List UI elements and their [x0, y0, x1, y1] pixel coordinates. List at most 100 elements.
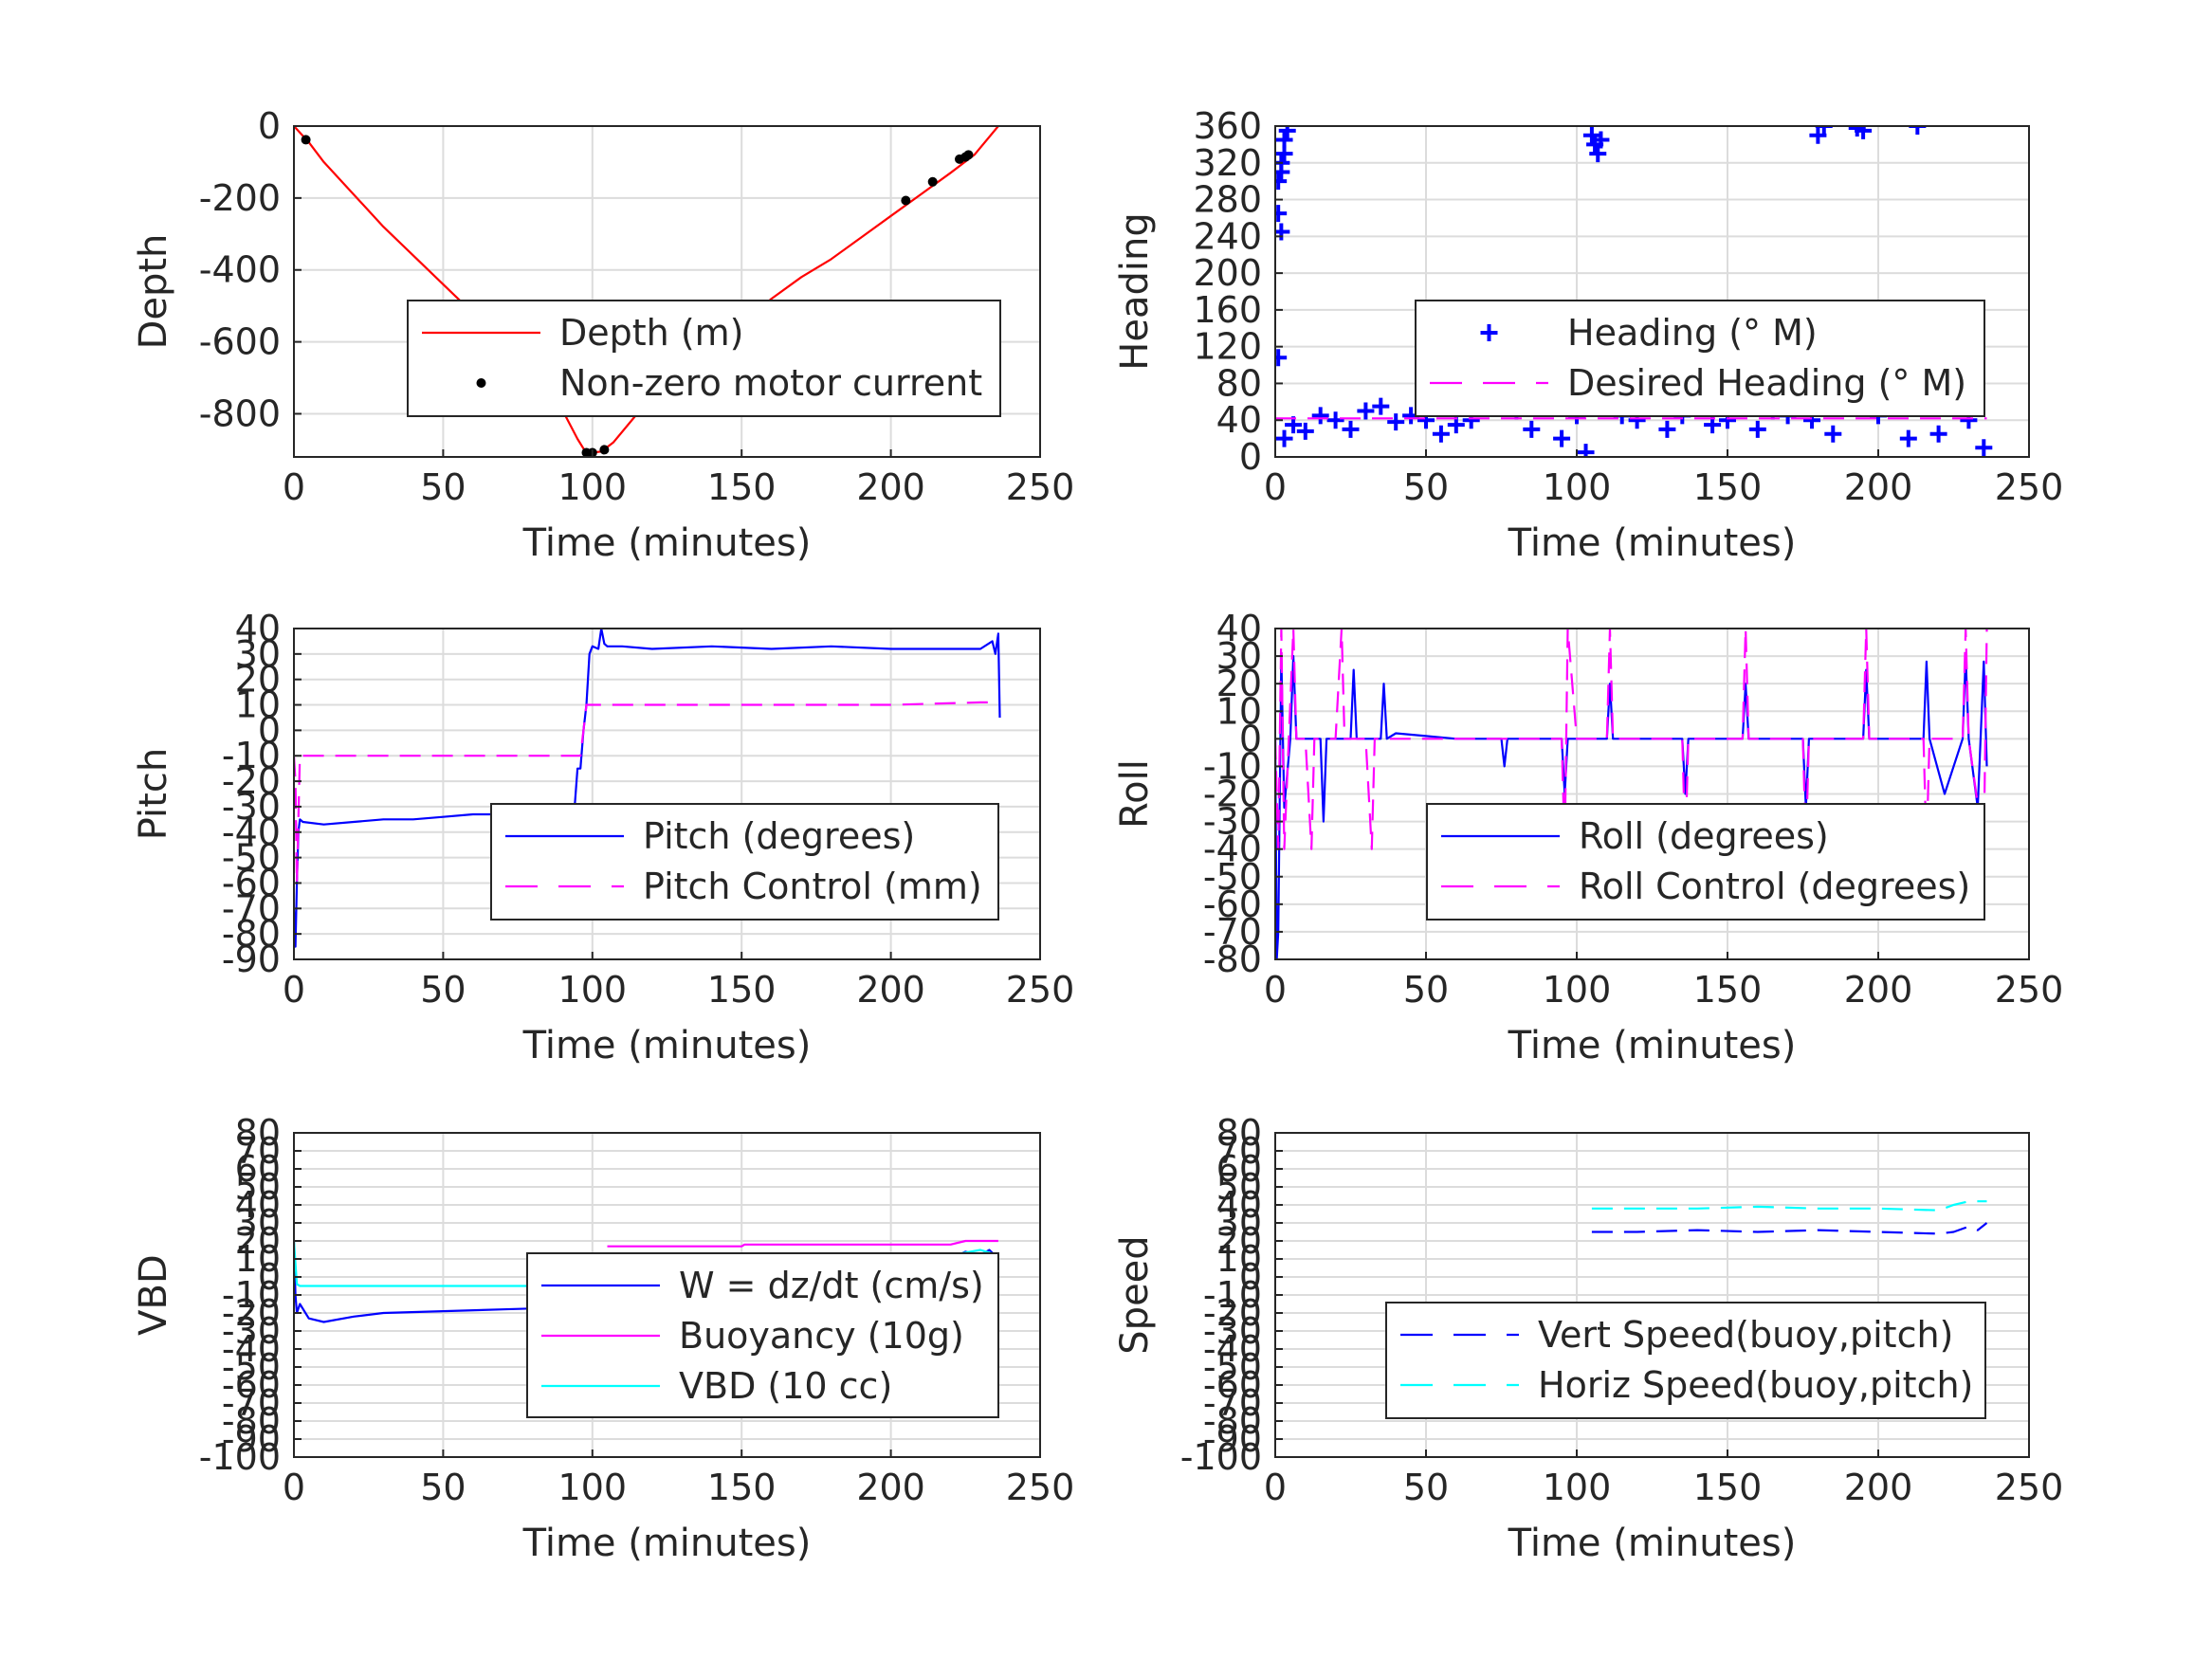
x-tick-label: 100 [1543, 969, 1612, 1011]
series-heading-0-point [1275, 205, 1288, 223]
y-tick-label: 20 [235, 1220, 281, 1262]
subplot-roll: 0 50 100 150 200 250403020100-10-20-30-40-50-… [1113, 608, 2063, 1067]
x-tick-label: 0 [283, 969, 305, 1011]
y-tick-label: 70 [1216, 1130, 1262, 1172]
y-tick-label: 30 [1216, 1202, 1262, 1244]
x-tick-label: 250 [1995, 969, 2064, 1011]
series-heading-0-point [1592, 131, 1610, 149]
legend-speed: Vert Speed(buoy,pitch) Horiz Speed(buoy,p… [1385, 1302, 1986, 1419]
x-tick-label: 250 [1995, 466, 2064, 508]
x-axis-label: Time (minutes) [1508, 1024, 1797, 1067]
series-speed-1-line [1591, 1200, 1987, 1212]
series-heading-0-point [1275, 145, 1293, 163]
legend-pitch: Pitch (degrees) Pitch Control (mm) [490, 803, 999, 921]
y-tick-label: 0 [1239, 1256, 1262, 1298]
y-tick-label: 40 [1216, 399, 1262, 441]
series-heading-0-point [1899, 429, 1917, 447]
y-tick-label: 20 [1216, 663, 1262, 704]
x-tick-label: 0 [283, 466, 305, 508]
series-heading-0-point [1809, 126, 1827, 144]
legend-box [407, 300, 1001, 417]
x-tick-label: 50 [420, 1467, 466, 1508]
subplot-depth: 0 50 100 150 200 250 0 -200 -400 -600 -800 Time (mi… [132, 105, 1074, 565]
series-heading-0-point [1748, 420, 1766, 438]
y-tick-label: -100 [199, 1436, 281, 1478]
x-tick-label: 200 [1844, 969, 1913, 1011]
y-tick-label: -10 [1203, 1274, 1262, 1316]
series-heading-0-point [1275, 349, 1288, 367]
x-axis-label: Time (minutes) [522, 1024, 812, 1067]
series-depth-1-point [927, 176, 938, 187]
series-heading-0-point [1658, 420, 1676, 438]
y-tick-label: -20 [222, 1292, 281, 1334]
x-tick-label: 150 [707, 1467, 777, 1508]
series-pitch-0-line [294, 629, 1001, 948]
legend-label: Buoyancy (10g) [679, 1315, 964, 1357]
series-vbd-1-line [607, 1239, 998, 1248]
y-tick-label: -60 [222, 862, 281, 903]
subplot-heading: 0 50 100 150 200 2500408012016020024028032036… [1113, 105, 2063, 565]
y-tick-label: -70 [222, 887, 281, 929]
x-tick-label: 150 [1693, 1467, 1763, 1508]
y-tick-label: 40 [1216, 1184, 1262, 1226]
y-tick-label: 30 [235, 633, 281, 675]
legend-box [1385, 1302, 1986, 1419]
x-axis-label: Time (minutes) [1508, 1522, 1797, 1565]
y-tick-label: -800 [199, 392, 281, 434]
subplot-vbd: 0 50 100 150 200 25080706050403020100-10-20-3… [132, 1112, 1074, 1565]
x-tick-label: 200 [856, 1467, 925, 1508]
legend-label: Horiz Speed(buoy,pitch) [1538, 1364, 1973, 1406]
y-tick-label: 240 [1193, 215, 1262, 257]
y-tick-label: -80 [1203, 939, 1262, 980]
series-heading-0-point [1589, 145, 1607, 163]
series-heading-0-point [1275, 429, 1293, 447]
series-heading-0-point [1815, 126, 1833, 135]
series-heading-0-point [1357, 402, 1375, 420]
y-tick-label: 60 [1216, 1148, 1262, 1190]
y-tick-label: 10 [235, 1238, 281, 1280]
y-tick-label: -30 [222, 1310, 281, 1352]
series-heading-0-point [1311, 407, 1329, 425]
legend-label: Pitch Control (mm) [643, 866, 982, 907]
y-tick-label: -60 [1203, 884, 1262, 925]
series-heading-0-point [1523, 420, 1541, 438]
y-tick-label: -60 [222, 1364, 281, 1406]
legend-label: VBD (10 cc) [679, 1365, 892, 1407]
x-tick-label: 100 [558, 466, 628, 508]
series-heading-0-point [1296, 422, 1314, 440]
y-axis-label: Heading [1113, 212, 1157, 370]
series-layer [1275, 629, 1988, 959]
y-tick-label: 0 [258, 1256, 281, 1298]
x-tick-label: 100 [1543, 466, 1612, 508]
y-tick-label: 50 [235, 1166, 281, 1208]
legend-label: W = dz/dt (cm/s) [679, 1265, 984, 1306]
legend-label: Roll (degrees) [1579, 815, 1829, 857]
x-tick-label: 200 [856, 466, 925, 508]
y-tick-label: 10 [1216, 690, 1262, 732]
x-tick-label: 200 [856, 969, 925, 1011]
y-tick-label: 80 [1216, 362, 1262, 404]
y-tick-label: 80 [1216, 1112, 1262, 1154]
y-tick-label: -70 [222, 1382, 281, 1424]
y-tick-label: 10 [1216, 1238, 1262, 1280]
legend-vbd: W = dz/dt (cm/s) Buoyancy (10g) VBD (10 cc… [526, 1252, 999, 1418]
y-tick-label: -40 [1203, 1328, 1262, 1370]
y-tick-label: 40 [1216, 608, 1262, 649]
x-tick-label: 0 [1264, 466, 1287, 508]
y-tick-label: 20 [235, 659, 281, 701]
x-tick-label: 0 [1264, 969, 1287, 1011]
x-tick-label: 250 [1006, 1467, 1075, 1508]
y-tick-label: -40 [222, 811, 281, 853]
legend-label: Non-zero motor current [559, 362, 982, 404]
y-tick-label: -10 [222, 735, 281, 776]
y-tick-label: 30 [235, 1202, 281, 1244]
series-heading-0-point [1975, 439, 1993, 457]
y-tick-label: 160 [1193, 289, 1262, 331]
y-tick-label: -50 [1203, 1346, 1262, 1388]
series-roll-1-line [1275, 629, 1988, 850]
y-tick-label: 40 [235, 608, 281, 649]
y-tick-label: 10 [235, 684, 281, 726]
y-axis-label: Pitch [132, 748, 175, 840]
y-tick-label: 120 [1193, 326, 1262, 368]
legend-roll: Roll (degrees) Roll Control (degrees) [1426, 803, 1985, 921]
